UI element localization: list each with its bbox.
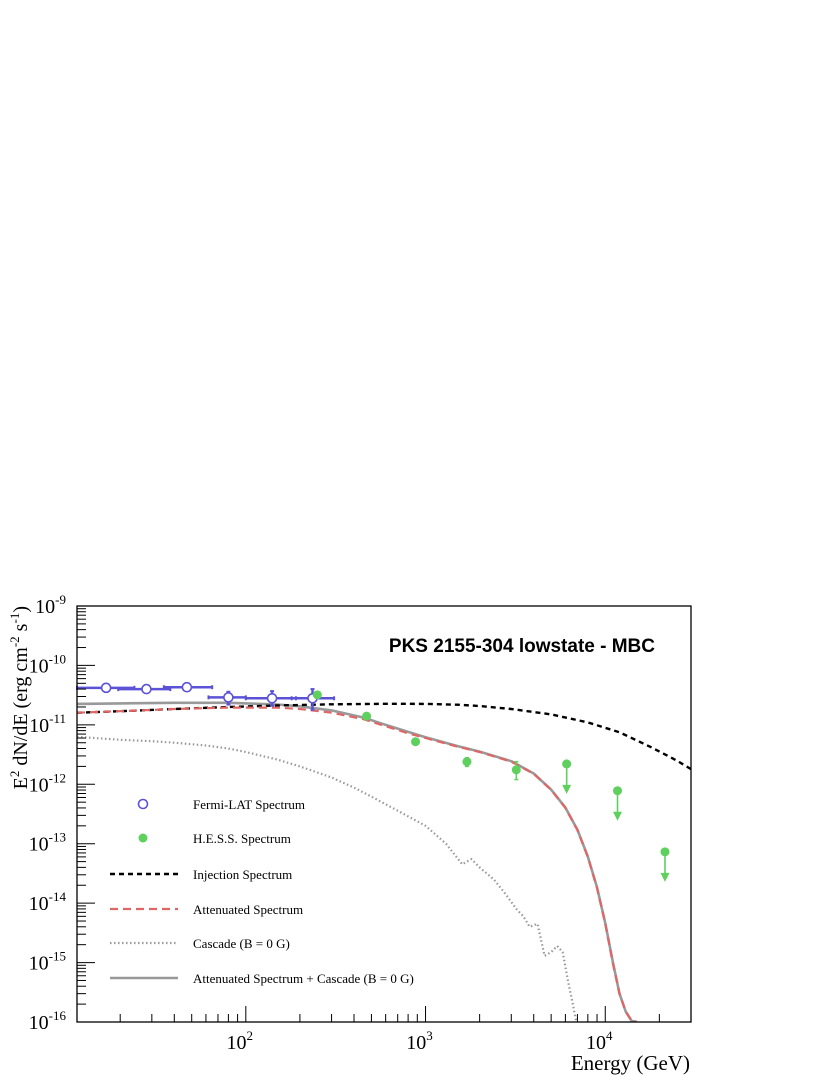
hess-point [312, 690, 322, 700]
y-label-s: s [10, 623, 32, 636]
hess-point [411, 737, 421, 747]
fermi-point [266, 692, 278, 704]
y-label-s-exp: -1 [7, 613, 22, 624]
x-tick-exp: 2 [247, 1028, 254, 1043]
y-tick-exp: -9 [55, 592, 66, 607]
y-label-cm-exp: -2 [7, 636, 22, 647]
legend-label: Fermi-LAT Spectrum [193, 797, 305, 812]
y-tick-exp: -14 [49, 889, 67, 904]
x-tick-exp: 3 [426, 1028, 433, 1043]
y-tick-label: 10-12 [29, 770, 66, 796]
y-label-e: E [10, 777, 32, 789]
fermi-point [223, 692, 234, 703]
legend-marker-fermi [137, 798, 149, 810]
y-tick-label: 10-15 [29, 949, 66, 975]
y-tick-exp: -12 [49, 770, 66, 785]
x-tick-base: 10 [586, 1032, 606, 1054]
axis-tick-labels: 102 103 10410-910-1010-1110-1210-1310-1410… [29, 592, 613, 1054]
legend-marker-hess [138, 833, 148, 843]
hess-point [362, 711, 372, 721]
y-tick-base: 10 [29, 953, 49, 975]
y-tick-exp: -11 [49, 711, 66, 726]
hess-upper-limit-point [562, 759, 572, 769]
y-tick-label: 10-10 [29, 651, 66, 677]
y-tick-base: 10 [29, 1012, 49, 1034]
legend: Fermi-LAT Spectrum H.E.S.S. Spectrum Injec… [110, 797, 414, 986]
legend-label: Attenuated Spectrum + Cascade (B = 0 G) [193, 971, 414, 986]
y-tick-exp: -15 [49, 949, 66, 964]
y-label-end: ) [10, 606, 32, 613]
y-tick-base: 10 [35, 596, 55, 618]
legend-label: Attenuated Spectrum [193, 902, 303, 917]
y-tick-exp: -16 [49, 1008, 67, 1023]
hess-point [462, 757, 472, 767]
fermi-point [181, 681, 193, 693]
hess-upper-limit-head [562, 784, 572, 794]
y-tick-label: 10-11 [29, 711, 66, 737]
hess-upper-limit-head [660, 872, 670, 882]
legend-label: Injection Spectrum [193, 867, 292, 882]
y-tick-base: 10 [29, 834, 49, 856]
x-tick-base: 10 [406, 1032, 426, 1054]
x-tick-exp: 4 [606, 1028, 613, 1043]
series-line-injection-spectrum [77, 702, 691, 771]
y-label-e-exp: 2 [7, 771, 22, 778]
y-tick-label: 10-9 [35, 592, 66, 618]
x-tick-label: 102 [227, 1028, 254, 1054]
series-line-attenuated-spectrum [77, 706, 638, 1022]
y-tick-exp: -13 [49, 830, 66, 845]
axis-ticks [77, 605, 692, 1023]
y-tick-exp: -10 [49, 651, 66, 666]
fermi-point [141, 683, 152, 695]
y-tick-base: 10 [29, 715, 49, 737]
hess-upper-limit-point [613, 786, 623, 796]
hess-point [511, 765, 521, 775]
legend-label: Cascade (B = 0 G) [193, 936, 290, 951]
hess-upper-limit-head [613, 811, 623, 821]
y-tick-base: 10 [29, 655, 49, 677]
points-layer [76, 681, 670, 882]
y-axis-label: E2 dN/dE (erg cm-2 s-1) [7, 606, 32, 789]
legend-label: H.E.S.S. Spectrum [193, 831, 291, 846]
y-label-mid: dN/dE (erg cm [10, 647, 32, 771]
y-tick-label: 10-16 [29, 1008, 67, 1034]
x-axis-label: Energy (GeV) [571, 1051, 690, 1075]
x-tick-label: 103 [406, 1028, 433, 1054]
y-tick-label: 10-13 [29, 830, 66, 856]
fermi-point [100, 682, 112, 694]
y-tick-label: 10-14 [29, 889, 67, 915]
curves-layer [77, 701, 691, 1022]
chart-title: PKS 2155-304 lowstate - MBC [389, 636, 655, 657]
y-tick-base: 10 [29, 774, 49, 796]
plot-frame [76, 605, 692, 1023]
x-tick-label: 104 [586, 1028, 613, 1054]
x-tick-base: 10 [227, 1032, 247, 1054]
y-tick-base: 10 [29, 893, 49, 915]
hess-upper-limit-point [660, 847, 670, 857]
